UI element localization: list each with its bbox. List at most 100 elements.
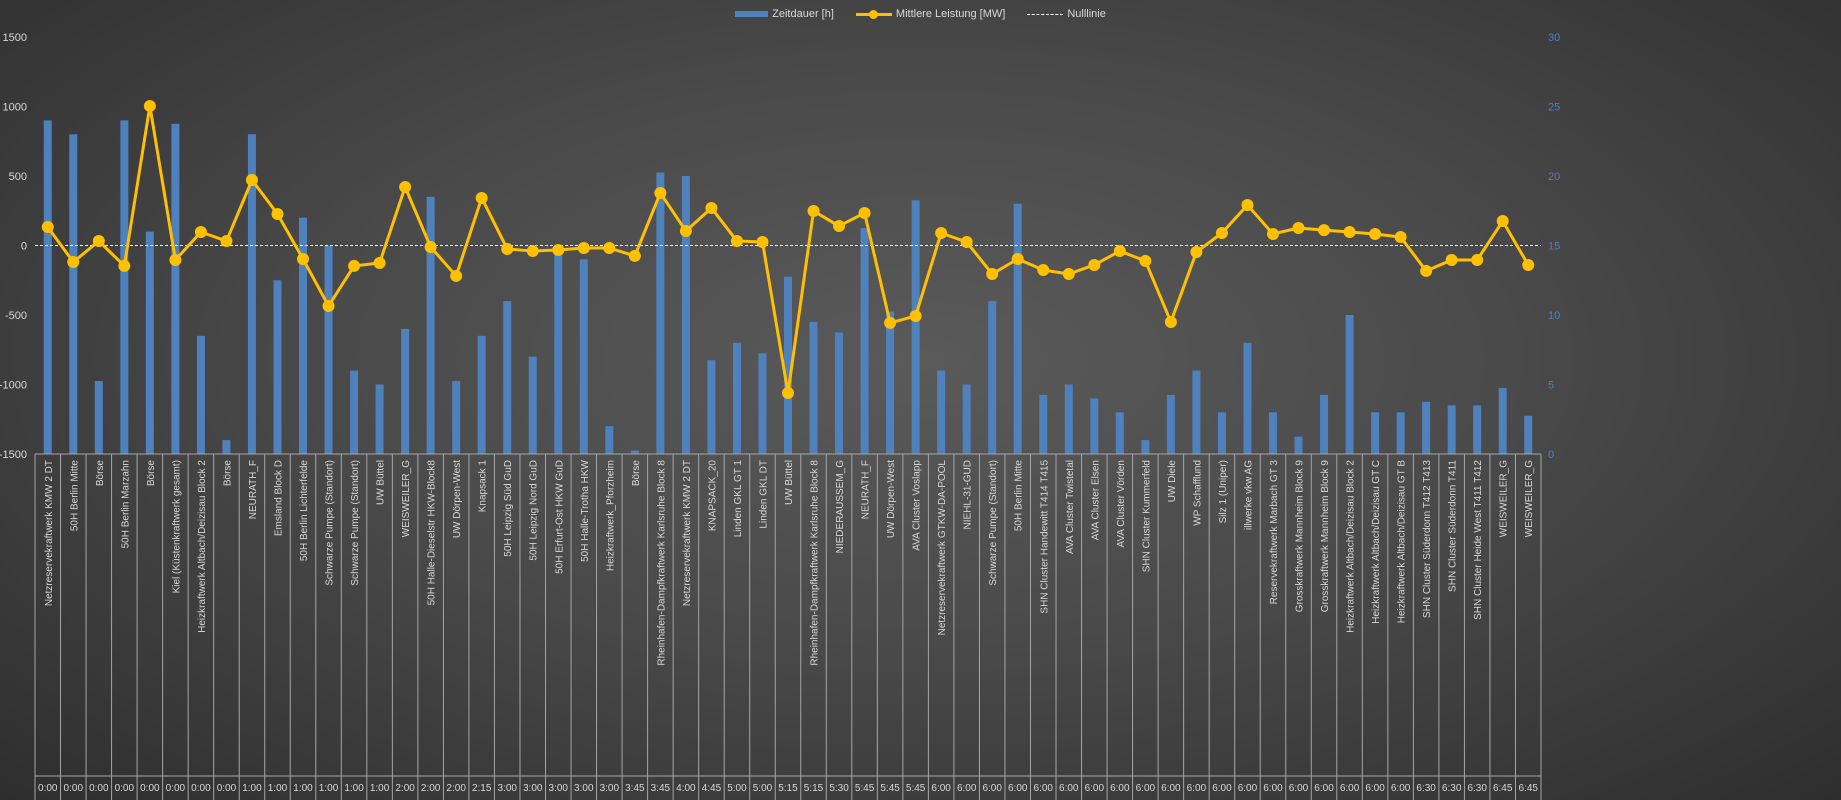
time-label: 2:00 bbox=[395, 783, 415, 794]
line-marker bbox=[1113, 245, 1126, 258]
line-marker bbox=[424, 241, 437, 254]
bar-zeitdauer bbox=[758, 353, 767, 454]
y-left-tick-label: -500 bbox=[5, 310, 27, 322]
line-marker bbox=[986, 267, 999, 280]
category-label: SHN Cluster Süderdonn T412 T413 bbox=[1422, 460, 1433, 618]
bar-zeitdauer bbox=[350, 370, 359, 454]
line-marker bbox=[1190, 246, 1203, 259]
y-left-tick-label: -1500 bbox=[0, 449, 27, 461]
time-label: 4:00 bbox=[676, 783, 696, 794]
bar-zeitdauer bbox=[1447, 405, 1456, 454]
category-label: 50H Halle-Dieselstr HKW-Block8 bbox=[427, 460, 438, 606]
time-label: 1:00 bbox=[293, 783, 313, 794]
line-marker bbox=[577, 242, 590, 255]
y-left-tick-label: 1000 bbox=[3, 102, 27, 114]
time-label: 0:00 bbox=[64, 783, 84, 794]
legend-item-zeitdauer: Zeitdauer [h] bbox=[735, 8, 834, 20]
time-label: 1:00 bbox=[319, 783, 339, 794]
category-label: Linden GKL DT bbox=[758, 460, 769, 529]
time-label: 6:00 bbox=[1340, 783, 1360, 794]
bar-zeitdauer bbox=[1192, 370, 1201, 454]
bar-zeitdauer bbox=[299, 217, 308, 454]
category-label: UW Dörpen-West bbox=[452, 460, 463, 538]
legend-dash-swatch bbox=[1027, 13, 1064, 15]
bar-zeitdauer bbox=[375, 384, 384, 454]
time-label: 6:30 bbox=[1467, 783, 1487, 794]
bar-zeitdauer bbox=[911, 200, 920, 454]
bar-zeitdauer bbox=[579, 259, 588, 454]
category-label: 50H Berlin Marzahn bbox=[120, 460, 131, 548]
legend-label: Nulllinie bbox=[1067, 8, 1106, 20]
category-label: Reservekraftwerk Marbach GT 3 bbox=[1269, 460, 1280, 605]
bar-zeitdauer bbox=[171, 123, 180, 454]
bar-zeitdauer bbox=[145, 231, 154, 454]
time-label: 6:00 bbox=[982, 783, 1002, 794]
bar-zeitdauer bbox=[1422, 401, 1431, 454]
category-label: Heizkraftwerk Altbach/Deizisau Block 2 bbox=[1346, 460, 1357, 633]
bar-zeitdauer bbox=[1345, 315, 1354, 454]
y-right-tick-label: 0 bbox=[1548, 449, 1554, 461]
bar-zeitdauer bbox=[707, 360, 716, 454]
line-marker bbox=[245, 174, 258, 187]
bar-zeitdauer bbox=[1396, 412, 1405, 454]
bar-zeitdauer bbox=[273, 280, 282, 454]
category-label: Rheinhafen-Dampfkraftwerk Karlsruhe Bloc… bbox=[656, 460, 667, 666]
time-label: 3:00 bbox=[497, 783, 517, 794]
category-label: Rheinhafen-Dampfkraftwerk Karlsruhe Bloc… bbox=[810, 460, 821, 666]
category-label: AVA Cluster Vörden bbox=[1116, 460, 1127, 547]
category-label: Kiel (Küstenkraftwerk gesamt) bbox=[171, 460, 182, 593]
line-marker bbox=[475, 191, 488, 204]
time-label: 0:00 bbox=[38, 783, 58, 794]
time-label: 3:45 bbox=[625, 783, 645, 794]
time-label: 5:15 bbox=[804, 783, 824, 794]
line-marker bbox=[552, 243, 565, 256]
category-label: WEISWEILER_G bbox=[1499, 460, 1510, 537]
category-label: SHN Cluster Süderdonn T411 bbox=[1448, 460, 1459, 592]
bar-zeitdauer bbox=[94, 381, 103, 454]
time-label: 0:00 bbox=[217, 783, 237, 794]
bar-zeitdauer bbox=[247, 134, 256, 455]
line-marker bbox=[705, 201, 718, 214]
line-marker bbox=[118, 259, 131, 272]
bar-zeitdauer bbox=[554, 245, 563, 454]
bar-zeitdauer bbox=[426, 196, 435, 454]
category-label: WP Schafflund bbox=[1192, 460, 1203, 526]
y-left-tick-label: 1500 bbox=[3, 32, 27, 44]
line-marker bbox=[67, 256, 80, 269]
legend-bar-swatch bbox=[735, 11, 769, 17]
time-label: 3:00 bbox=[549, 783, 569, 794]
line-marker bbox=[960, 236, 973, 249]
time-label: 6:00 bbox=[1085, 783, 1105, 794]
category-label: UW Büttel bbox=[784, 460, 795, 505]
line-marker bbox=[1292, 221, 1305, 234]
category-label: 50H Berlin Mitte bbox=[69, 460, 80, 532]
bar-zeitdauer bbox=[1141, 440, 1150, 454]
line-marker bbox=[1343, 226, 1356, 239]
line-marker bbox=[1471, 253, 1484, 266]
bar-zeitdauer bbox=[937, 370, 946, 454]
time-label: 6:00 bbox=[1289, 783, 1309, 794]
bar-zeitdauer bbox=[630, 450, 639, 454]
category-label: 50H Leipzig Süd GuD bbox=[503, 460, 514, 557]
category-label: Grosskraftwerk Mannheim Block 9 bbox=[1295, 460, 1306, 613]
time-label: 1:00 bbox=[344, 783, 364, 794]
category-label: Schwarze Pumpe (Standort) bbox=[350, 460, 361, 586]
category-label: Schwarze Pumpe (Standort) bbox=[325, 460, 336, 586]
bar-zeitdauer bbox=[1039, 394, 1048, 454]
bar-zeitdauer bbox=[43, 120, 52, 455]
line-marker bbox=[194, 226, 207, 239]
bar-zeitdauer bbox=[401, 328, 410, 454]
bar-zeitdauer bbox=[1013, 203, 1022, 454]
time-label: 2:00 bbox=[421, 783, 441, 794]
time-label: 5:45 bbox=[855, 783, 875, 794]
line-marker bbox=[1420, 264, 1433, 277]
time-label: 5:45 bbox=[906, 783, 926, 794]
category-label: Börse bbox=[222, 460, 233, 487]
line-marker bbox=[1445, 253, 1458, 266]
category-label: Heizkraftwerk Altbach/Deizisau GT C bbox=[1371, 460, 1382, 624]
time-label: 2:00 bbox=[446, 783, 466, 794]
bar-zeitdauer bbox=[681, 176, 690, 454]
time-label: 1:00 bbox=[370, 783, 390, 794]
bar-zeitdauer bbox=[222, 440, 231, 454]
bar-zeitdauer bbox=[1498, 387, 1507, 454]
